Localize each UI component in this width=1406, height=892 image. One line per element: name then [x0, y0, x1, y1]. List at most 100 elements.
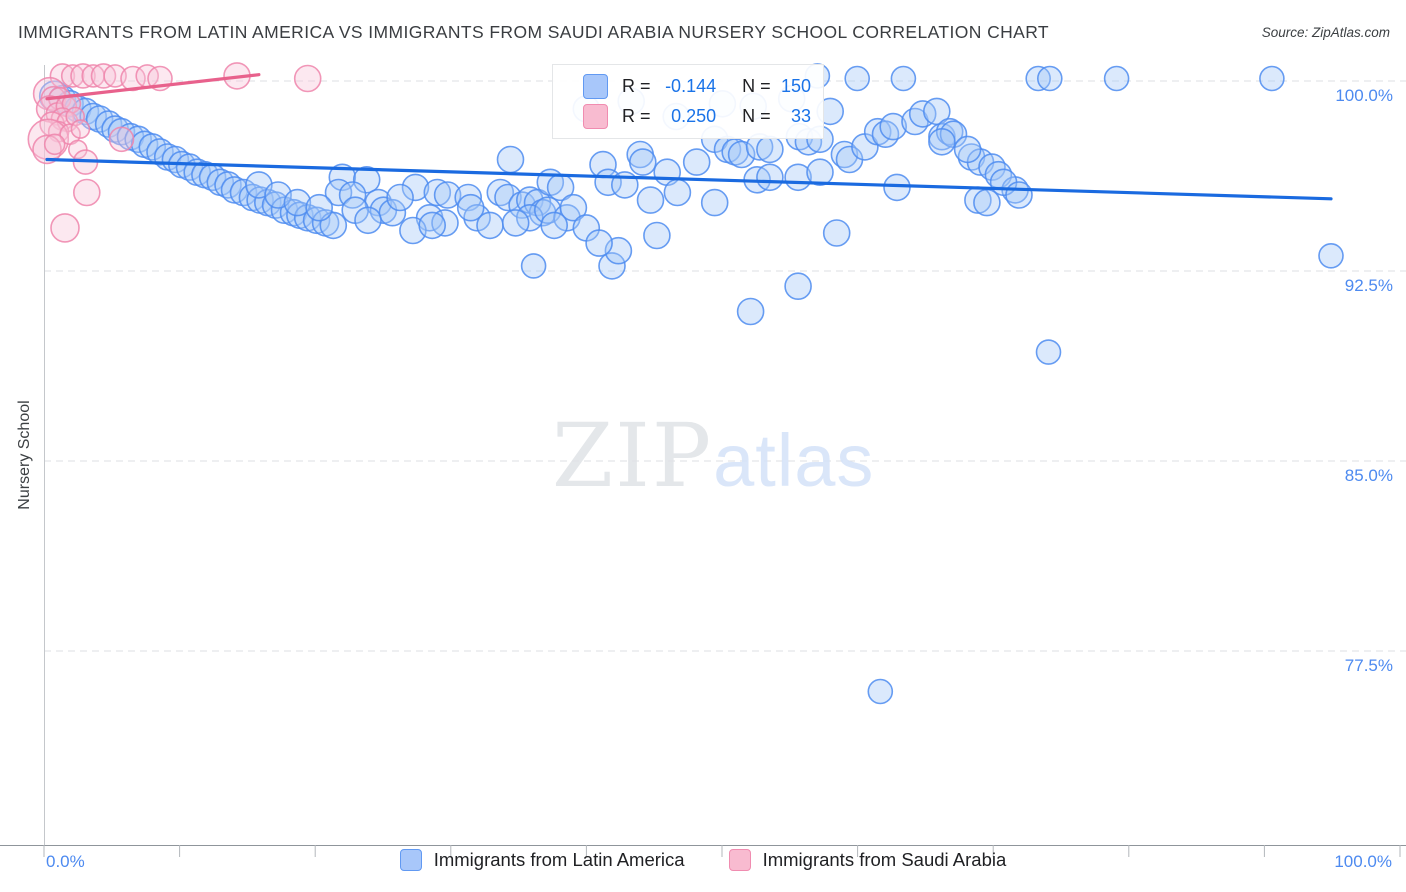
scatter-point[interactable]: [636, 186, 665, 214]
scatter-point[interactable]: [476, 211, 504, 240]
scatter-point[interactable]: [423, 178, 452, 207]
scatter-point[interactable]: [879, 112, 908, 141]
scatter-point[interactable]: [433, 181, 462, 209]
scatter-point[interactable]: [454, 183, 483, 212]
scatter-point[interactable]: [682, 148, 711, 176]
scatter-point[interactable]: [643, 221, 671, 250]
n-label: N =: [742, 76, 771, 96]
scatter-point[interactable]: [1103, 65, 1130, 92]
scatter-point[interactable]: [261, 191, 290, 219]
scatter-point[interactable]: [73, 178, 101, 207]
scatter-point[interactable]: [628, 148, 657, 176]
scatter-point[interactable]: [71, 97, 100, 126]
scatter-point[interactable]: [354, 206, 382, 235]
page-title: IMMIGRANTS FROM LATIN AMERICA VS IMMIGRA…: [18, 22, 1050, 42]
scatter-point[interactable]: [386, 183, 414, 212]
scatter-point[interactable]: [50, 213, 80, 243]
series-legend: Immigrants from Latin America Immigrants…: [0, 849, 1406, 871]
scatter-point[interactable]: [85, 105, 114, 133]
scatter-point[interactable]: [305, 193, 334, 222]
scatter-point[interactable]: [1318, 243, 1344, 269]
scatter-point[interactable]: [520, 253, 547, 279]
scatter-point[interactable]: [867, 678, 894, 705]
scatter-point[interactable]: [108, 126, 135, 153]
scatter-point[interactable]: [928, 128, 956, 156]
legend-item-label: Immigrants from Saudi Arabia: [762, 849, 1007, 870]
scatter-point[interactable]: [324, 178, 353, 207]
scatter-point[interactable]: [784, 272, 812, 301]
axes-lines: [0, 65, 1406, 857]
scatter-point[interactable]: [598, 252, 626, 280]
scatter-point[interactable]: [908, 100, 937, 128]
source-attribution: Source: ZipAtlas.com: [1261, 25, 1390, 40]
y-tick-92-5: 92.5%: [1344, 276, 1393, 295]
scatter-point[interactable]: [806, 158, 834, 186]
n-value: 150: [780, 76, 811, 96]
scatter-point[interactable]: [175, 153, 204, 181]
scatter-point[interactable]: [293, 64, 322, 93]
scatter-point[interactable]: [352, 166, 381, 194]
scatter-point[interactable]: [496, 145, 525, 174]
scatter-point[interactable]: [1037, 65, 1063, 92]
scatter-point[interactable]: [844, 65, 871, 92]
scatter-points: [27, 62, 1344, 705]
y-tick-100: 100.0%: [1335, 86, 1393, 105]
scatter-point[interactable]: [60, 64, 85, 88]
scatter-point[interactable]: [736, 297, 765, 326]
n-value: 33: [790, 106, 811, 126]
scatter-point[interactable]: [456, 193, 485, 222]
x-axis-max-label: 100.0%: [1334, 852, 1392, 871]
scatter-point[interactable]: [146, 138, 174, 166]
series-0: [38, 63, 1344, 705]
r-value: 0.250: [671, 106, 717, 126]
saudi-arabia-swatch-icon: [583, 104, 608, 129]
scatter-point[interactable]: [107, 117, 136, 146]
y-axis-title: Nursery School: [16, 400, 33, 510]
scatter-point[interactable]: [486, 178, 515, 207]
saudi-arabia-stats-row: R = 0.250 N = 33: [583, 104, 811, 129]
scatter-point[interactable]: [822, 219, 851, 247]
scatter-point[interactable]: [756, 135, 784, 164]
scatter-point[interactable]: [700, 188, 729, 217]
scatter-point[interactable]: [418, 211, 447, 240]
scatter-point[interactable]: [890, 65, 917, 92]
scatter-point[interactable]: [973, 188, 1001, 217]
scatter-point[interactable]: [401, 173, 430, 202]
r-label: R =: [622, 106, 651, 126]
scatter-point[interactable]: [494, 183, 522, 212]
scatter-point[interactable]: [283, 188, 312, 217]
scatter-point[interactable]: [501, 209, 530, 237]
latin-america-legend-swatch-icon: [399, 849, 422, 871]
latin-america-stats-row: R = -0.144 N = 150: [583, 74, 811, 99]
correlation-stats-box: R = -0.144 N = 150 R = 0.250 N = 33: [552, 64, 824, 139]
trendline: [45, 157, 1333, 201]
scatter-point[interactable]: [585, 229, 613, 257]
scatter-point[interactable]: [43, 133, 66, 156]
y-tick-85: 85.0%: [1344, 466, 1393, 485]
legend-item-latin-america: Immigrants from Latin America: [399, 849, 685, 871]
scatter-point[interactable]: [1259, 65, 1285, 92]
scatter-point[interactable]: [663, 178, 692, 207]
scatter-point[interactable]: [559, 193, 588, 222]
saudi-arabia-legend-swatch-icon: [728, 849, 751, 871]
scatter-point[interactable]: [727, 140, 756, 169]
scatter-point[interactable]: [229, 178, 258, 207]
scatter-point[interactable]: [953, 135, 982, 164]
y-tick-77-5: 77.5%: [1344, 656, 1393, 675]
scatter-point[interactable]: [1035, 339, 1062, 365]
gridlines: [44, 80, 1406, 652]
trendline: [45, 73, 261, 101]
scatter-point[interactable]: [540, 211, 569, 240]
x-axis-min-label: 0.0%: [46, 852, 85, 871]
scatter-point[interactable]: [138, 133, 167, 161]
trendlines: [45, 73, 1333, 201]
scatter-point[interactable]: [756, 163, 784, 192]
n-label: N =: [742, 106, 771, 126]
scatter-point[interactable]: [70, 119, 91, 139]
scatter-point[interactable]: [1005, 181, 1033, 209]
scatter-point[interactable]: [871, 120, 900, 148]
legend-item-label: Immigrants from Latin America: [433, 849, 685, 870]
r-value: -0.144: [665, 76, 717, 96]
scatter-point[interactable]: [830, 140, 859, 169]
